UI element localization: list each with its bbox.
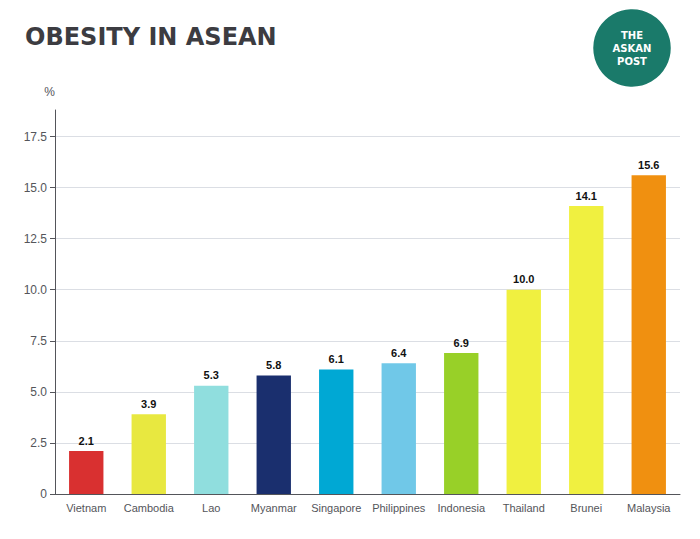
svg-text:10.0: 10.0 [24, 283, 48, 297]
svg-text:2.1: 2.1 [79, 435, 94, 447]
svg-text:6.9: 6.9 [454, 337, 469, 349]
svg-text:5.3: 5.3 [204, 369, 219, 381]
svg-text:14.1: 14.1 [576, 190, 597, 202]
svg-text:THE: THE [621, 30, 643, 41]
svg-text:Indonesia: Indonesia [437, 502, 486, 514]
svg-text:6.1: 6.1 [329, 353, 344, 365]
svg-text:17.5: 17.5 [24, 130, 48, 144]
svg-text:5.0: 5.0 [30, 385, 47, 399]
svg-text:Malaysia: Malaysia [627, 502, 671, 514]
svg-text:Thailand: Thailand [503, 502, 545, 514]
svg-text:Brunei: Brunei [570, 502, 602, 514]
svg-text:2.5: 2.5 [30, 436, 47, 450]
svg-text:Myanmar: Myanmar [251, 502, 297, 514]
svg-text:%: % [44, 85, 55, 99]
svg-text:POST: POST [617, 56, 647, 67]
svg-text:15.6: 15.6 [638, 159, 659, 171]
svg-text:ASKAN: ASKAN [613, 43, 652, 54]
svg-text:Philippines: Philippines [372, 502, 426, 514]
svg-text:Cambodia: Cambodia [124, 502, 175, 514]
svg-text:7.5: 7.5 [30, 334, 47, 348]
svg-text:10.0: 10.0 [513, 273, 534, 285]
svg-text:Singapore: Singapore [311, 502, 361, 514]
svg-text:Vietnam: Vietnam [66, 502, 106, 514]
svg-text:0: 0 [40, 487, 47, 501]
svg-text:5.8: 5.8 [266, 359, 281, 371]
svg-text:3.9: 3.9 [141, 398, 156, 410]
svg-text:6.4: 6.4 [391, 347, 407, 359]
svg-text:12.5: 12.5 [24, 232, 48, 246]
svg-text:Lao: Lao [202, 502, 220, 514]
svg-text:OBESITY IN ASEAN: OBESITY IN ASEAN [25, 23, 277, 51]
svg-text:15.0: 15.0 [24, 181, 48, 195]
